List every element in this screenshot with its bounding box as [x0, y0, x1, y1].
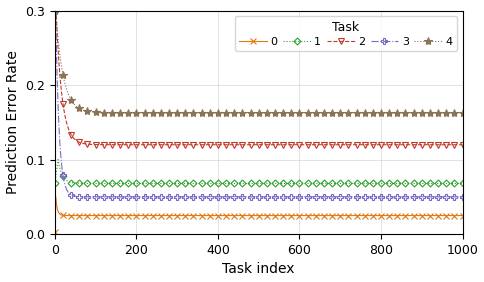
4 [370, 111, 376, 114]
4 [460, 111, 466, 114]
0 [77, 214, 83, 217]
Y-axis label: Prediction Error Rate: Prediction Error Rate [5, 50, 19, 194]
2 [52, 9, 58, 12]
0 [370, 214, 376, 217]
2 [413, 143, 419, 146]
0 [52, 230, 58, 233]
Line: 0: 0 [52, 194, 465, 236]
4 [385, 111, 391, 114]
X-axis label: Task index: Task index [223, 263, 295, 276]
1 [385, 182, 391, 185]
2 [77, 141, 83, 144]
Line: 1: 1 [52, 157, 465, 186]
Line: 4: 4 [51, 6, 467, 117]
1 [135, 182, 141, 185]
4 [135, 111, 140, 114]
2 [385, 143, 391, 146]
Line: 3: 3 [52, 7, 466, 200]
3 [52, 9, 58, 12]
3 [135, 195, 140, 199]
0 [136, 214, 141, 217]
4 [326, 111, 332, 114]
4 [440, 111, 446, 114]
2 [273, 143, 279, 146]
Legend: 0, 1, 2, 3, 4: 0, 1, 2, 3, 4 [235, 16, 457, 51]
1 [52, 182, 58, 185]
3 [77, 195, 83, 199]
2 [135, 143, 140, 146]
1 [460, 182, 466, 185]
0 [460, 214, 466, 217]
2 [460, 143, 466, 146]
3 [440, 195, 446, 199]
1 [440, 182, 446, 185]
0 [440, 214, 446, 217]
1 [55, 158, 61, 161]
0 [52, 232, 58, 235]
Line: 2: 2 [51, 7, 466, 148]
1 [77, 182, 83, 185]
4 [52, 9, 58, 12]
3 [413, 195, 419, 199]
1 [370, 182, 376, 185]
3 [385, 195, 391, 199]
4 [77, 107, 83, 110]
0 [385, 214, 391, 217]
3 [370, 195, 376, 199]
3 [460, 195, 466, 199]
4 [413, 111, 419, 114]
1 [413, 182, 419, 185]
0 [53, 195, 59, 199]
2 [370, 143, 376, 146]
0 [413, 214, 419, 217]
3 [185, 195, 191, 199]
2 [440, 143, 446, 146]
